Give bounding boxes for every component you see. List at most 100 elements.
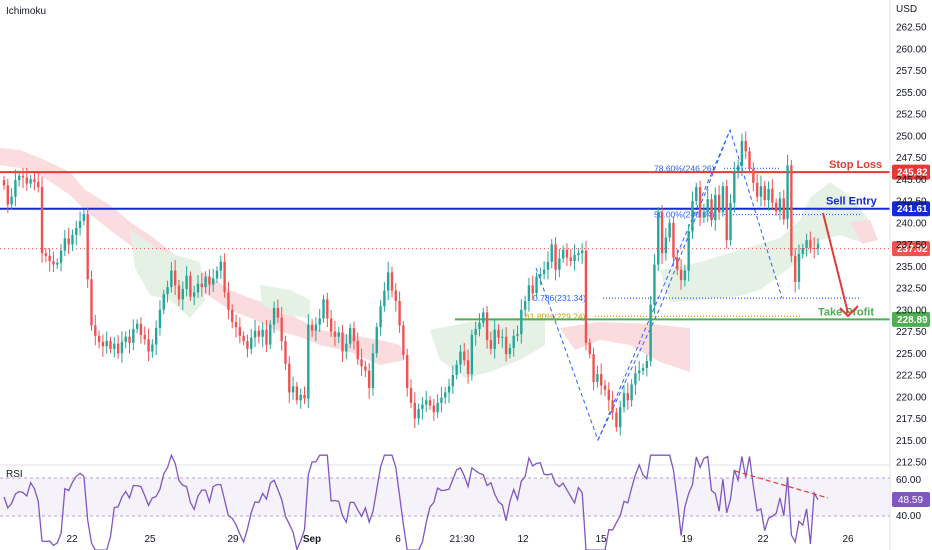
candle-body xyxy=(75,227,78,235)
price-tick-label: 212.50 xyxy=(896,458,927,469)
candle-body xyxy=(310,324,314,331)
candle-body xyxy=(554,244,557,270)
candle-body xyxy=(242,335,245,342)
candle-body xyxy=(759,186,763,197)
candle-body xyxy=(816,243,820,249)
candle-body xyxy=(421,404,424,409)
price-tick-label: 225.00 xyxy=(896,349,927,360)
candle-body xyxy=(341,332,344,352)
candle-body xyxy=(116,343,120,354)
candle-body xyxy=(269,324,272,345)
candle-body xyxy=(56,262,59,265)
candle-body xyxy=(329,318,333,332)
candle-body xyxy=(120,341,124,354)
candle-body xyxy=(413,402,417,419)
candle-body xyxy=(463,351,466,361)
candle-body xyxy=(166,287,169,295)
candle-body xyxy=(212,278,215,285)
candle-body xyxy=(40,187,44,254)
candle-body xyxy=(695,187,698,201)
candle-body xyxy=(687,231,690,271)
rsi-value-badge xyxy=(892,492,930,507)
time-tick-label: 25 xyxy=(144,534,156,545)
candle-body xyxy=(383,290,386,307)
price-tick-label: 215.00 xyxy=(896,436,927,447)
candle-body xyxy=(113,343,116,349)
candle-body xyxy=(649,304,652,362)
candle-body xyxy=(577,253,580,255)
price-axis: 262.50 260.00 257.50 255.00 252.50 250.00 247.… xyxy=(889,0,927,550)
candle-body xyxy=(641,368,645,371)
price-tick-label: 240.00 xyxy=(896,218,927,229)
candle-body xyxy=(638,370,641,374)
candle-body xyxy=(702,212,706,218)
candle-body xyxy=(466,360,470,375)
candle-body xyxy=(615,412,618,428)
time-tick-label: 6 xyxy=(395,534,401,545)
candle-body xyxy=(132,328,135,343)
candle-body xyxy=(170,270,173,288)
candle-body xyxy=(657,212,660,265)
candle-body xyxy=(752,168,755,183)
fib-label: 61.80%(229.24) xyxy=(525,311,586,321)
candle-body xyxy=(86,214,89,280)
level-badge-label: 241.61 xyxy=(897,204,928,215)
candle-body xyxy=(90,279,93,326)
candle-body xyxy=(550,244,553,262)
candle-body xyxy=(18,175,21,181)
candle-body xyxy=(778,198,782,212)
candle-body xyxy=(128,336,131,343)
candle-body xyxy=(227,292,230,310)
candle-body xyxy=(447,386,451,393)
price-tick-label: 257.50 xyxy=(896,66,927,77)
candle-body xyxy=(139,323,143,335)
candle-body xyxy=(485,312,489,341)
candle-body xyxy=(109,341,112,349)
candle-body xyxy=(706,199,709,213)
candle-body xyxy=(288,363,291,393)
indicator-title: Ichimoku xyxy=(6,6,46,17)
candle-body xyxy=(124,336,127,342)
price-tick-label: 235.00 xyxy=(896,262,927,273)
candles xyxy=(2,131,820,436)
candle-body xyxy=(744,140,747,152)
rsi-value-label: 48.59 xyxy=(898,495,923,506)
candle-body xyxy=(634,373,637,385)
candle-body xyxy=(295,386,299,401)
rsi-tick-40: 40.00 xyxy=(896,511,921,522)
candle-body xyxy=(790,165,793,256)
price-tick-label: 237.50 xyxy=(896,240,927,251)
cloud-patch-6 xyxy=(660,182,875,302)
harmonic-pattern xyxy=(535,128,783,442)
candle-body xyxy=(78,221,82,228)
candle-body xyxy=(619,407,622,428)
time-tick-label: 12 xyxy=(517,534,529,545)
candle-body xyxy=(436,402,439,413)
rsi-line xyxy=(3,453,819,550)
candle-body xyxy=(535,276,538,294)
candle-body xyxy=(523,301,527,310)
rsi-tick-60: 60.00 xyxy=(896,475,921,486)
candle-body xyxy=(672,222,675,258)
candle-body xyxy=(250,337,253,349)
candle-body xyxy=(135,323,139,329)
candle-body xyxy=(774,202,778,212)
candle-body xyxy=(345,343,348,352)
candle-body xyxy=(337,332,340,337)
candle-body xyxy=(261,329,264,337)
price-tick-label: 227.50 xyxy=(896,327,927,338)
candle-body xyxy=(231,309,234,322)
price-tick-label: 250.00 xyxy=(896,131,927,142)
candle-body xyxy=(691,201,694,232)
candle-body xyxy=(97,335,101,342)
candle-body xyxy=(683,270,687,281)
candle-body xyxy=(497,329,500,338)
candle-body xyxy=(440,397,443,403)
candle-body xyxy=(386,272,390,291)
candle-body xyxy=(189,275,192,297)
arrow-line xyxy=(822,212,849,314)
candle-body xyxy=(6,185,10,205)
cloud-patch-7 xyxy=(850,220,878,244)
fib-label: 78.60%(246.26) xyxy=(654,163,715,173)
